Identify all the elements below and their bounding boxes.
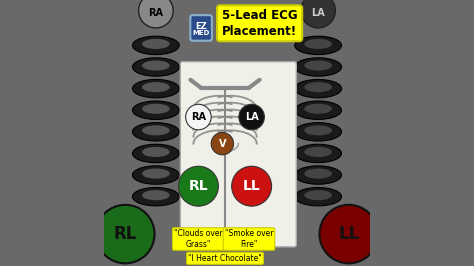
Ellipse shape [295,101,342,119]
Circle shape [301,0,336,28]
Ellipse shape [304,169,332,179]
Ellipse shape [142,169,170,179]
Text: RA: RA [148,8,164,18]
Ellipse shape [132,166,179,184]
Text: LL: LL [338,225,359,243]
Circle shape [319,205,378,263]
Ellipse shape [295,144,342,163]
Ellipse shape [132,123,179,141]
Ellipse shape [132,188,179,206]
FancyBboxPatch shape [180,62,296,247]
Text: RL: RL [114,225,137,243]
Ellipse shape [142,125,170,135]
Circle shape [96,205,155,263]
Ellipse shape [304,39,332,49]
Ellipse shape [142,60,170,70]
FancyBboxPatch shape [191,15,212,41]
Circle shape [179,166,219,206]
Ellipse shape [295,58,342,76]
Ellipse shape [304,82,332,92]
Text: RA: RA [191,112,206,122]
Text: "Smoke over
Fire": "Smoke over Fire" [225,229,273,249]
Text: LL: LL [243,179,261,193]
Text: MED: MED [192,30,210,36]
Text: LA: LA [245,112,258,122]
Ellipse shape [142,190,170,200]
Circle shape [138,0,173,28]
Circle shape [232,166,272,206]
Ellipse shape [132,144,179,163]
Ellipse shape [132,36,179,55]
Text: EZ: EZ [195,22,207,31]
Ellipse shape [304,125,332,135]
Ellipse shape [142,147,170,157]
Circle shape [211,132,234,155]
Ellipse shape [295,123,342,141]
Text: V: V [219,139,226,149]
Ellipse shape [304,104,332,114]
FancyBboxPatch shape [217,5,302,41]
Text: "I Heart Chocolate": "I Heart Chocolate" [188,254,262,263]
Ellipse shape [132,101,179,119]
Text: 5-Lead ECG
Placement!: 5-Lead ECG Placement! [222,9,297,38]
Ellipse shape [295,36,342,55]
Text: RL: RL [189,179,208,193]
Ellipse shape [295,80,342,98]
Text: "Clouds over
Grass": "Clouds over Grass" [174,229,223,249]
Ellipse shape [304,60,332,70]
Ellipse shape [132,58,179,76]
Ellipse shape [142,39,170,49]
Ellipse shape [295,166,342,184]
Circle shape [239,104,264,130]
Text: LA: LA [311,8,325,18]
Ellipse shape [132,80,179,98]
Circle shape [186,104,211,130]
Ellipse shape [304,147,332,157]
Ellipse shape [304,190,332,200]
Ellipse shape [142,104,170,114]
Ellipse shape [295,188,342,206]
Ellipse shape [142,82,170,92]
